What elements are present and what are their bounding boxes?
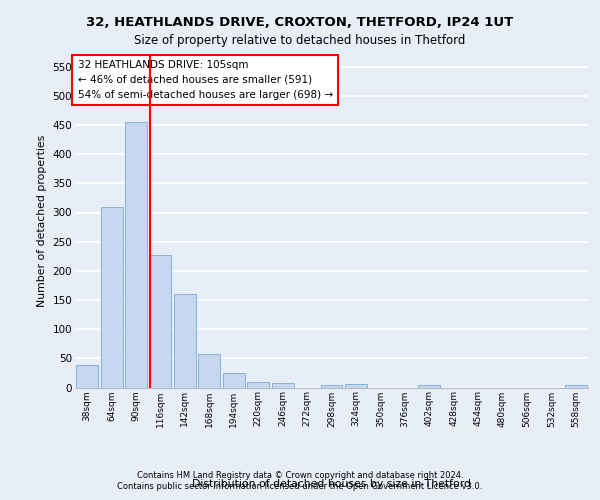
Bar [174,294,196,388]
X-axis label: Distribution of detached houses by size in Thetford: Distribution of detached houses by size … [192,480,471,490]
Bar [101,206,122,388]
Text: Size of property relative to detached houses in Thetford: Size of property relative to detached ho… [134,34,466,47]
Bar [345,384,367,388]
Bar [320,384,343,388]
Bar [125,122,147,388]
Bar [223,373,245,388]
Bar [418,384,440,388]
Bar [76,366,98,388]
Bar [199,354,220,388]
Bar [149,254,172,388]
Text: Contains HM Land Registry data © Crown copyright and database right 2024.: Contains HM Land Registry data © Crown c… [137,471,463,480]
Bar [247,382,269,388]
Y-axis label: Number of detached properties: Number of detached properties [37,135,47,308]
Text: 32 HEATHLANDS DRIVE: 105sqm
← 46% of detached houses are smaller (591)
54% of se: 32 HEATHLANDS DRIVE: 105sqm ← 46% of det… [77,60,332,100]
Bar [565,384,587,388]
Bar [272,383,293,388]
Text: 32, HEATHLANDS DRIVE, CROXTON, THETFORD, IP24 1UT: 32, HEATHLANDS DRIVE, CROXTON, THETFORD,… [86,16,514,29]
Text: Contains public sector information licensed under the Open Government Licence v3: Contains public sector information licen… [118,482,482,491]
